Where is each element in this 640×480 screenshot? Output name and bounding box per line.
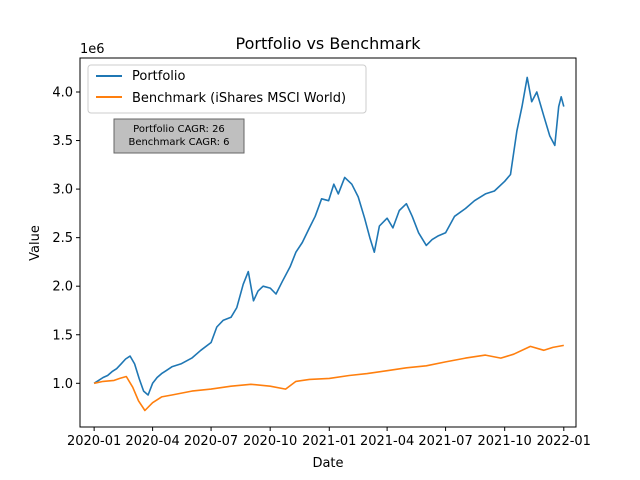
x-tick-label: 2021-07 xyxy=(418,434,472,449)
y-axis-label: Value xyxy=(28,225,43,261)
benchmark-line xyxy=(93,344,564,412)
x-tick-label: 2020-10 xyxy=(243,434,297,449)
x-tick-label: 2021-04 xyxy=(360,434,414,449)
x-tick-label: 2021-10 xyxy=(478,434,532,449)
y-axis-ticks: 1.0 1.5 2.0 2.5 3.0 3.5 4.0 xyxy=(52,85,80,392)
y-tick-label: 3.0 xyxy=(52,183,73,198)
y-tick-label: 2.5 xyxy=(52,231,73,246)
x-tick-label: 2021-01 xyxy=(302,434,356,449)
cagr-annotation-box xyxy=(113,118,245,154)
series-layer xyxy=(93,76,565,412)
y-tick-label: 3.5 xyxy=(52,134,73,149)
legend-label-portfolio: Portfolio xyxy=(132,69,186,84)
cagr-portfolio-text: Portfolio CAGR: 26 xyxy=(133,124,225,135)
y-tick-label: 1.0 xyxy=(52,377,73,392)
x-tick-label: 2022-01 xyxy=(537,434,591,449)
axes: 2020-01 2020-04 2020-07 2020-10 2021-01 2021-… xyxy=(52,57,591,449)
y-tick-label: 4.0 xyxy=(52,85,73,100)
y-axis-offset: 1e6 xyxy=(80,42,105,57)
cagr-annotation: Portfolio CAGR: 26 Benchmark CAGR: 6 xyxy=(113,118,245,154)
x-tick-label: 2020-07 xyxy=(184,434,238,449)
x-axis-label: Date xyxy=(312,456,343,471)
portfolio-line xyxy=(93,76,565,396)
x-tick-label: 2020-01 xyxy=(67,434,121,449)
x-tick-label: 2020-04 xyxy=(125,434,179,449)
cagr-benchmark-text: Benchmark CAGR: 6 xyxy=(128,137,229,148)
legend-box xyxy=(87,64,367,114)
x-axis-ticks: 2020-01 2020-04 2020-07 2020-10 2021-01 2021-… xyxy=(67,427,591,449)
plot-frame xyxy=(79,57,577,428)
y-tick-label: 1.5 xyxy=(52,328,73,343)
y-tick-label: 2.0 xyxy=(52,280,73,295)
chart-title: Portfolio vs Benchmark xyxy=(236,34,422,53)
legend: Portfolio Benchmark (iShares MSCI World) xyxy=(87,64,367,114)
legend-label-benchmark: Benchmark (iShares MSCI World) xyxy=(132,91,346,106)
